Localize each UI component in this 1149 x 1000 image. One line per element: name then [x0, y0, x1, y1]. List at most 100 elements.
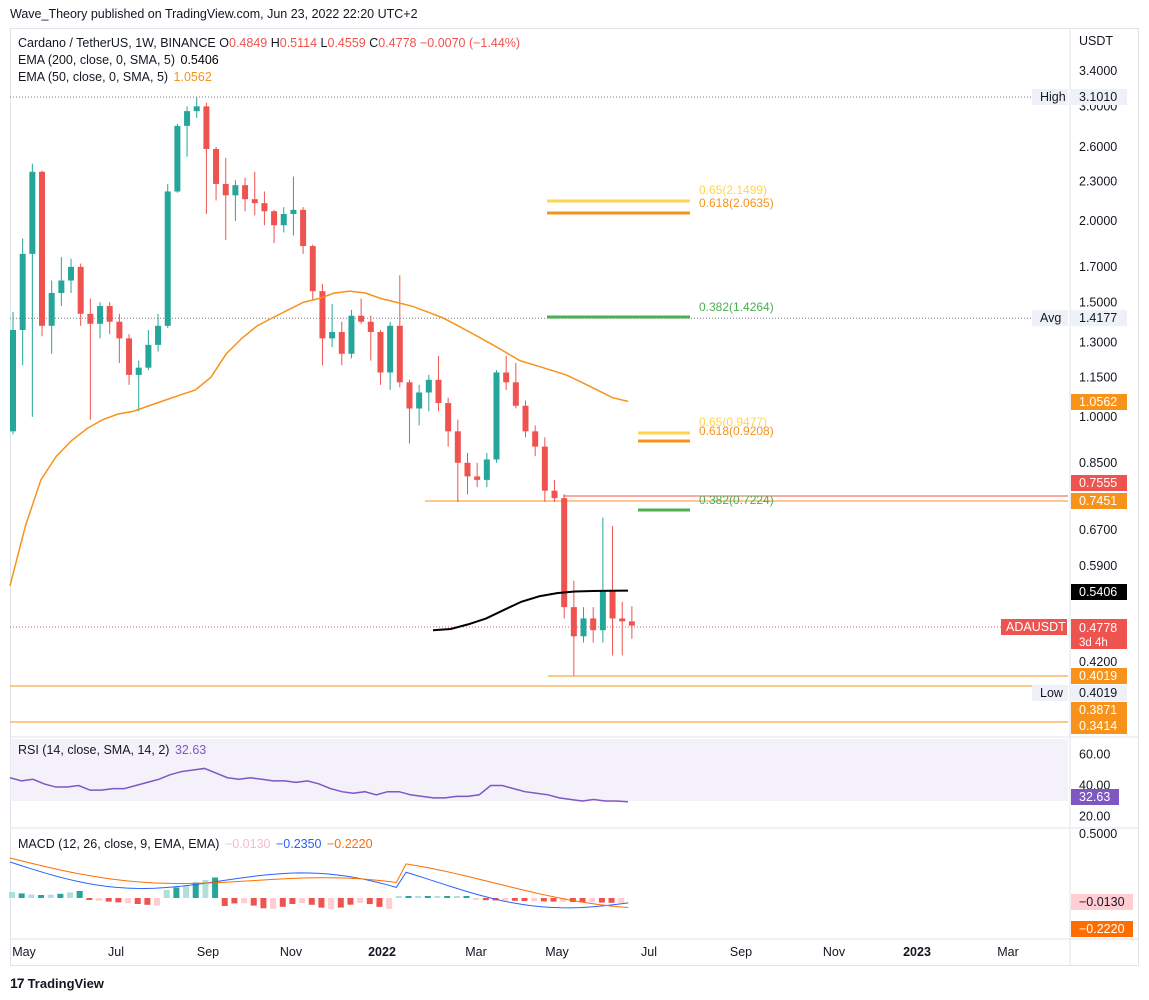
candle-body: [599, 590, 606, 631]
ema200-line: [432, 589, 629, 632]
candle-body: [416, 392, 423, 409]
candle-body: [570, 607, 577, 637]
macd-signal-line: [9, 857, 629, 908]
candle-body: [77, 266, 84, 314]
macd-histogram-bar: [67, 892, 74, 898]
ema200-value: 0.5406: [180, 53, 219, 67]
candle-body: [309, 246, 316, 292]
time-tick-label: Nov: [280, 945, 303, 959]
macd-label: MACD (12, 26, close, 9, EMA, EMA): [18, 837, 220, 851]
chart-frame: [10, 28, 1139, 966]
level-value-bg: [1071, 89, 1127, 106]
low-label: L: [320, 36, 328, 50]
candle-body: [580, 618, 587, 637]
candle-body: [590, 618, 597, 631]
level-label-high: High: [1040, 90, 1066, 104]
macd-histogram-bar: [144, 898, 151, 905]
symbol-name[interactable]: Cardano / TetherUS, 1W, BINANCE: [18, 36, 216, 50]
candle-body: [261, 203, 268, 212]
candle-body: [106, 306, 113, 322]
macd-histogram-bar: [579, 898, 586, 903]
macd-line: [9, 861, 629, 909]
price-tick-label: 0.5900: [1079, 559, 1117, 573]
rsi-legend[interactable]: RSI (14, close, SMA, 14, 2) 32.63: [18, 743, 206, 757]
level-value-bg: [1071, 310, 1127, 327]
candle-body: [155, 325, 162, 345]
macd-histogram-bar: [550, 898, 557, 902]
macd-histogram-bar: [202, 880, 209, 898]
candle-body: [145, 344, 152, 368]
candle-body: [10, 329, 16, 432]
tradingview-footer[interactable]: 17 TradingView: [10, 975, 104, 991]
candle-body: [203, 106, 210, 149]
price-tag: [1071, 668, 1127, 684]
macd-line-value: −0.2350: [275, 837, 322, 851]
candle-body: [87, 313, 94, 324]
level-tag-avg: [1032, 310, 1068, 327]
candle-body: [561, 498, 568, 608]
candle-body: [532, 431, 539, 447]
macd-histogram-bar: [250, 898, 257, 906]
macd-histogram-bar: [386, 898, 393, 909]
macd-histogram-bar: [347, 898, 354, 905]
candle-body: [126, 338, 133, 375]
rsi-line: [9, 767, 629, 803]
macd-histogram-bar: [540, 898, 547, 902]
macd-histogram-bar: [279, 898, 286, 907]
macd-histogram-bar: [96, 898, 103, 901]
macd-histogram-bar: [192, 882, 199, 898]
symbol-legend: Cardano / TetherUS, 1W, BINANCE O0.4849 …: [18, 36, 520, 50]
rsi-value: 32.63: [174, 743, 207, 757]
last-price-tag: [1071, 619, 1127, 649]
time-tick-label: Nov: [823, 945, 846, 959]
price-tick-label: 1.0000: [1079, 410, 1117, 424]
macd-histogram-bar: [308, 898, 315, 905]
open-label: O: [219, 36, 229, 50]
tradingview-logo-icon: 17: [10, 975, 25, 991]
macd-histogram-bar: [463, 896, 470, 898]
macd-histogram-bar: [511, 898, 518, 901]
candle-body: [483, 459, 490, 480]
candle-body: [396, 325, 403, 383]
candle-body: [116, 321, 123, 339]
macd-histogram-bar: [163, 890, 170, 898]
macd-histogram-bar: [415, 896, 422, 898]
ema50-legend[interactable]: EMA (50, close, 0, SMA, 5) 1.0562: [18, 70, 212, 84]
time-tick-label: 2023: [903, 945, 931, 959]
candle-body: [48, 292, 55, 326]
macd-histogram-bar: [328, 898, 335, 909]
macd-histogram-bar: [260, 898, 267, 909]
candle-body: [319, 291, 326, 339]
macd-histogram-bar: [337, 898, 344, 908]
price-tag-label: 0.7451: [1079, 494, 1117, 508]
candle-body: [474, 476, 481, 480]
candle-body: [522, 405, 529, 432]
macd-signal-tag-label: −0.2220: [1079, 922, 1125, 936]
price-tick-label: 0.4200: [1079, 655, 1117, 669]
price-tag-label: 0.3414: [1079, 719, 1117, 733]
ema200-legend[interactable]: EMA (200, close, 0, SMA, 5) 0.5406: [18, 53, 219, 67]
macd-histogram-bar: [318, 898, 325, 908]
macd-histogram-bar: [608, 898, 615, 903]
price-tick-label: 3.4000: [1079, 64, 1117, 78]
candle-body: [628, 621, 635, 626]
time-tick-label: Sep: [197, 945, 219, 959]
candle-body: [242, 185, 249, 200]
candle-body: [425, 379, 432, 393]
macd-hist-tag: [1071, 894, 1133, 910]
candle-body: [503, 372, 510, 383]
fib-level-label: 0.65(2.1499): [699, 183, 767, 197]
time-tick-label: Jul: [641, 945, 657, 959]
macd-legend[interactable]: MACD (12, 26, close, 9, EMA, EMA) −0.013…: [18, 837, 373, 851]
ema50-value: 1.0562: [173, 70, 212, 84]
candle-body: [39, 171, 46, 326]
level-label-avg: Avg: [1040, 311, 1061, 325]
price-tag: [1071, 475, 1127, 491]
macd-histogram-bar: [57, 893, 64, 898]
macd-histogram-bar: [28, 894, 35, 898]
candle-body: [280, 213, 287, 226]
candle-body: [619, 618, 626, 622]
macd-histogram-bar: [560, 898, 567, 902]
candle-body: [329, 332, 336, 339]
